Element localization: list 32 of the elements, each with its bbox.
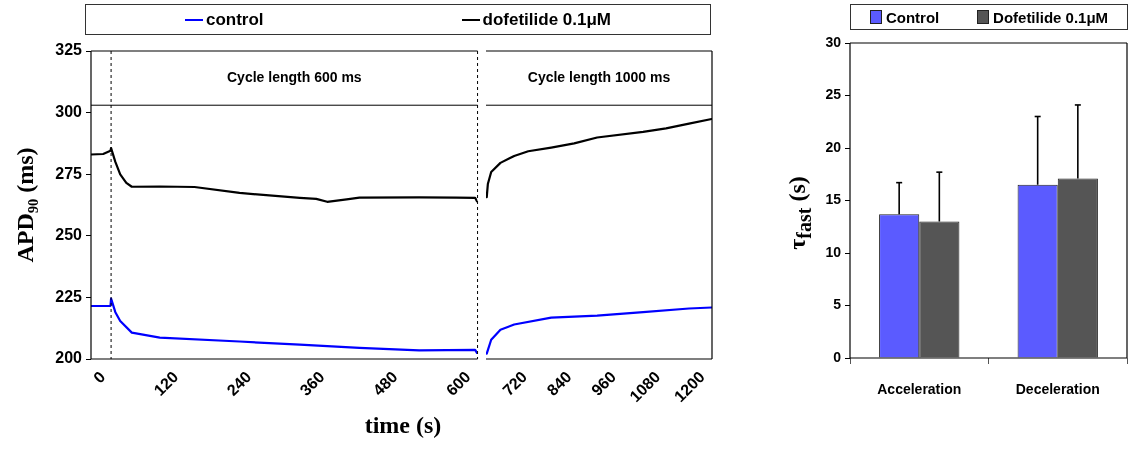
y-tick-label: 30: [825, 33, 842, 50]
legend-label: dofetilide 0.1μM: [482, 9, 612, 30]
x-tick-label: 120: [150, 367, 182, 399]
annotation: Cycle length 600 ms: [227, 68, 362, 85]
legend-label: Control: [885, 8, 940, 26]
legend-label: control: [205, 9, 264, 30]
y-tick-label: 225: [55, 287, 83, 305]
x-tick-label: 360: [296, 367, 328, 399]
legend-label: Dofetilide 0.1μM: [993, 8, 1109, 26]
x-tick-label: 720: [499, 367, 531, 399]
x-tick-label: 840: [543, 367, 575, 399]
y-tick-label: 25: [825, 86, 842, 103]
y-tick-label: 10: [825, 243, 842, 260]
y-tick-label: 5: [833, 296, 842, 313]
x-tick-label: 480: [369, 367, 401, 399]
y-tick-label: 15: [825, 191, 842, 208]
x-tick-label: Acceleration: [877, 381, 962, 398]
x-tick-label: 240: [223, 367, 255, 399]
y-tick-label: 200: [55, 349, 83, 367]
annotation: Cycle length 1000 ms: [527, 68, 671, 85]
x-tick-label: 0: [90, 367, 109, 387]
x-tick-label: 960: [588, 367, 620, 399]
x-axis-title: time (s): [364, 412, 442, 439]
y-tick-label: 20: [825, 138, 842, 155]
y-axis-title: APD₉₀ (ms): [11, 147, 39, 263]
y-tick-label: 325: [55, 41, 83, 59]
x-tick-label: 600: [442, 367, 474, 399]
y-tick-label: 300: [55, 103, 83, 121]
x-tick-label: Deceleration: [1015, 381, 1100, 398]
y-tick-label: 275: [55, 164, 83, 182]
y-tick-label: 0: [833, 348, 842, 365]
y-tick-label: 250: [55, 226, 83, 244]
